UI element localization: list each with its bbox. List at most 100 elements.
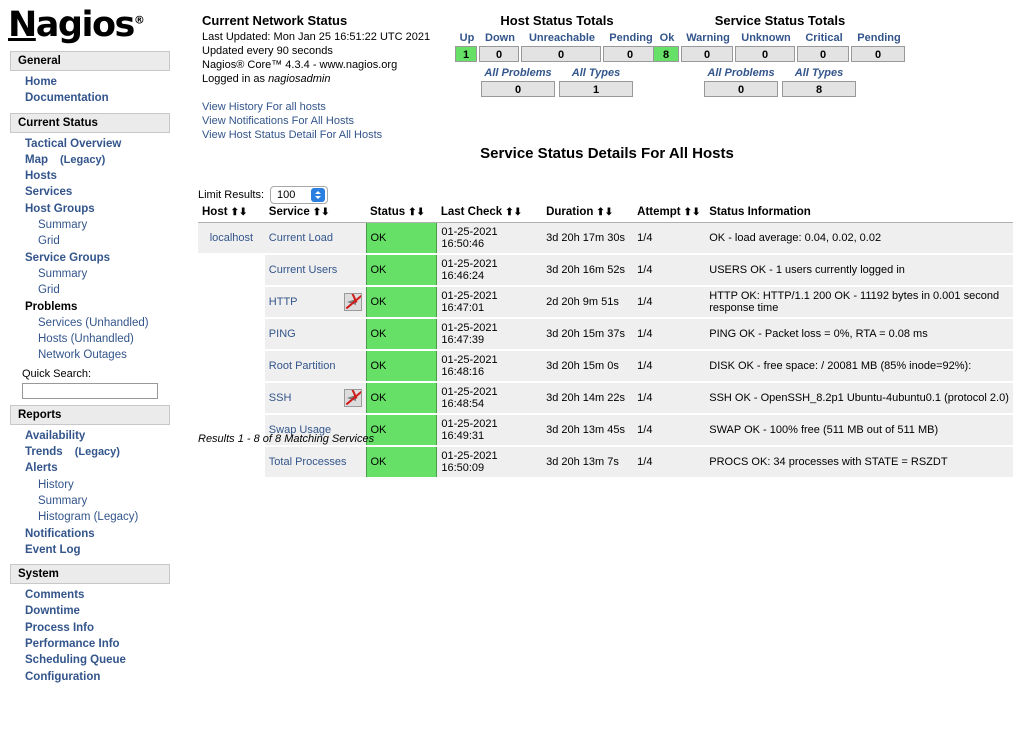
sidebar-item-notifications[interactable]: Notifications	[0, 526, 180, 542]
host-totals-count-cell[interactable]: 1	[455, 46, 477, 62]
sidebar-item-tactical-overview[interactable]: Tactical Overview	[0, 136, 180, 152]
sidebar-item-label[interactable]: Event Log	[25, 543, 81, 556]
sidebar-item-documentation[interactable]: Documentation	[0, 90, 180, 106]
sidebar-item-label[interactable]: Map	[25, 153, 48, 166]
sidebar-item-label[interactable]: Configuration	[25, 670, 101, 683]
column-header-last-check[interactable]: Last Check ⬆⬇	[436, 206, 543, 223]
sidebar-item-label[interactable]: Summary	[38, 267, 88, 280]
sort-arrows-icon[interactable]: ⬆⬇	[408, 207, 425, 218]
sidebar-item-label[interactable]: Hosts (Unhandled)	[38, 333, 134, 346]
service-totals-summary-cell[interactable]: 8	[782, 81, 856, 97]
notifications-disabled-icon[interactable]	[343, 293, 362, 311]
sidebar-item-hosts[interactable]: Hosts	[0, 168, 180, 184]
sidebar-item-availability[interactable]: Availability	[0, 428, 180, 444]
sidebar-item-label[interactable]: Grid	[38, 284, 60, 297]
sidebar-item-services-unhandled[interactable]: Services (Unhandled)	[0, 315, 180, 331]
service-totals-count-cell[interactable]: 0	[851, 46, 905, 62]
sidebar-item-label[interactable]: Scheduling Queue	[25, 654, 126, 667]
host-totals-count-cell[interactable]: 0	[603, 46, 657, 62]
quick-search-input[interactable]	[22, 382, 158, 399]
service-link[interactable]: PING	[268, 328, 296, 340]
service-link[interactable]: Current Load	[268, 232, 334, 244]
sidebar-item-grid[interactable]: Grid	[0, 282, 180, 298]
host-totals-summary-label[interactable]: All Problems	[484, 67, 552, 79]
sidebar-item-label[interactable]: Summary	[38, 219, 88, 232]
sidebar-item-label[interactable]: Summary	[38, 494, 88, 507]
sidebar-item-comments[interactable]: Comments	[0, 587, 180, 603]
sidebar-item-label[interactable]: Downtime	[25, 605, 80, 618]
service-totals-column-header[interactable]: Pending	[857, 32, 901, 44]
host-totals-column-header[interactable]: Up	[459, 32, 475, 44]
host-cell[interactable]: localhost	[198, 222, 265, 255]
sidebar-item-label[interactable]: Network Outages	[38, 349, 127, 362]
network-status-link[interactable]: View Notifications For All Hosts	[202, 115, 355, 128]
service-totals-summary-label[interactable]: All Problems	[707, 67, 775, 79]
sidebar-item-event-log[interactable]: Event Log	[0, 542, 180, 558]
sidebar-item-label[interactable]: Hosts	[25, 170, 57, 183]
sidebar-item-label[interactable]: Services (Unhandled)	[38, 316, 149, 329]
service-totals-column-header[interactable]: Ok	[659, 32, 675, 44]
host-totals-column-header[interactable]: Pending	[609, 32, 653, 44]
sidebar-item-label[interactable]: Grid	[38, 235, 60, 248]
service-totals-count-cell[interactable]: 0	[735, 46, 795, 62]
sidebar-item-label[interactable]: Alerts	[25, 462, 58, 475]
sidebar-item-label[interactable]: Histogram (Legacy)	[38, 511, 139, 524]
sidebar-item-performance-info[interactable]: Performance Info	[0, 636, 180, 652]
network-status-link[interactable]: View History For all hosts	[202, 101, 326, 113]
service-link[interactable]: Root Partition	[268, 360, 336, 372]
host-totals-column-header[interactable]: Down	[485, 32, 515, 44]
column-header-status[interactable]: Status ⬆⬇	[366, 206, 437, 223]
sidebar-item-history[interactable]: History	[0, 477, 180, 493]
sidebar-item-suffix[interactable]: (Legacy)	[74, 446, 120, 459]
network-status-link[interactable]: View Host Status Detail For All Hosts	[202, 129, 383, 142]
host-link[interactable]: localhost	[209, 232, 254, 244]
service-totals-summary-cell[interactable]: 0	[704, 81, 778, 97]
sidebar-item-label[interactable]: Comments	[25, 589, 85, 602]
sidebar-item-alerts[interactable]: Alerts	[0, 460, 180, 476]
sidebar-item-label[interactable]: Service Groups	[25, 251, 111, 264]
sidebar-item-label[interactable]: Performance Info	[25, 638, 120, 651]
column-header-attempt[interactable]: Attempt ⬆⬇	[633, 206, 706, 223]
sidebar-item-trends[interactable]: Trends (Legacy)	[0, 444, 180, 460]
service-link[interactable]: Total Processes	[268, 456, 347, 468]
host-totals-count-cell[interactable]: 0	[521, 46, 601, 62]
host-totals-summary-label[interactable]: All Types	[571, 67, 621, 79]
host-totals-summary-cell[interactable]: 0	[481, 81, 555, 97]
sidebar-item-summary[interactable]: Summary	[0, 217, 180, 233]
service-totals-column-header[interactable]: Unknown	[741, 32, 791, 44]
host-totals-column-header[interactable]: Unreachable	[528, 32, 596, 44]
sidebar-item-label[interactable]: Notifications	[25, 527, 95, 540]
service-totals-summary-label[interactable]: All Types	[794, 67, 844, 79]
service-totals-count-cell[interactable]: 0	[797, 46, 849, 62]
sort-arrows-icon[interactable]: ⬆⬇	[683, 207, 701, 218]
limit-results-select[interactable]: 100	[270, 186, 329, 204]
sidebar-item-downtime[interactable]: Downtime	[0, 603, 180, 619]
sort-arrows-icon[interactable]: ⬆⬇	[230, 207, 248, 218]
service-link[interactable]: HTTP	[268, 296, 298, 308]
notifications-disabled-icon[interactable]	[343, 389, 362, 407]
column-header-duration[interactable]: Duration ⬆⬇	[542, 206, 634, 223]
sidebar-item-summary[interactable]: Summary	[0, 493, 180, 509]
sidebar-item-label[interactable]: Tactical Overview	[25, 137, 122, 150]
host-totals-summary-cell[interactable]: 1	[559, 81, 633, 97]
nagios-logo[interactable]: Nagios®	[0, 0, 180, 45]
service-totals-count-cell[interactable]: 0	[681, 46, 733, 62]
sort-arrows-icon[interactable]: ⬆⬇	[312, 207, 330, 218]
column-header-host[interactable]: Host ⬆⬇	[198, 206, 265, 223]
sidebar-item-services[interactable]: Services	[0, 184, 180, 200]
sidebar-item-label[interactable]: Trends	[25, 446, 63, 459]
sort-arrows-icon[interactable]: ⬆⬇	[505, 207, 522, 218]
host-totals-count-cell[interactable]: 0	[479, 46, 519, 62]
sidebar-item-label[interactable]: Documentation	[25, 92, 109, 105]
sidebar-item-histogram-legacy[interactable]: Histogram (Legacy)	[0, 509, 180, 525]
sidebar-item-suffix[interactable]: (Legacy)	[60, 153, 106, 166]
service-totals-column-header[interactable]: Warning	[686, 32, 730, 44]
sidebar-item-configuration[interactable]: Configuration	[0, 669, 180, 685]
sidebar-item-label[interactable]: Home	[25, 76, 57, 88]
service-link[interactable]: SSH	[268, 392, 292, 404]
sidebar-item-hosts-unhandled[interactable]: Hosts (Unhandled)	[0, 331, 180, 347]
sidebar-item-process-info[interactable]: Process Info	[0, 620, 180, 636]
sidebar-item-network-outages[interactable]: Network Outages	[0, 347, 180, 363]
sidebar-item-map[interactable]: Map (Legacy)	[0, 152, 180, 168]
sidebar-item-label[interactable]: History	[38, 478, 74, 491]
